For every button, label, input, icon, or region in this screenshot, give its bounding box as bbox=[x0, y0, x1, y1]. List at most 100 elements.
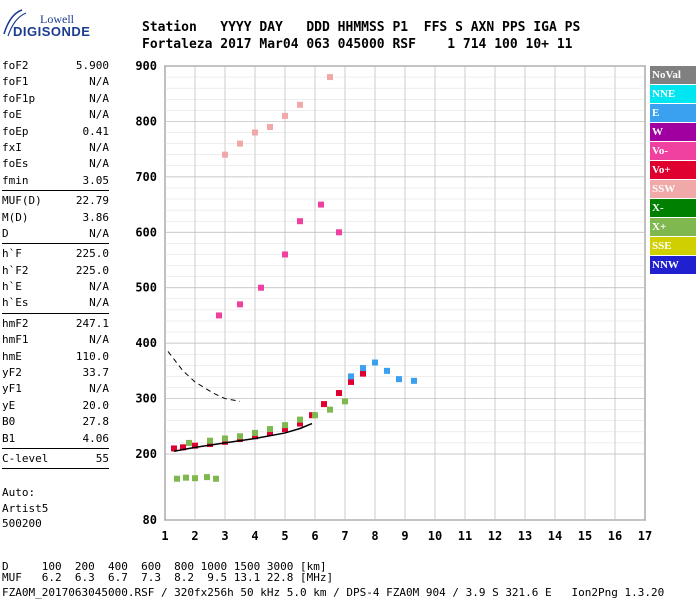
data-point bbox=[252, 433, 258, 440]
param-row: h`F 225.0 bbox=[2, 246, 109, 262]
auto-software: Artist5 bbox=[2, 501, 49, 515]
param-row: B0 27.8 bbox=[2, 414, 109, 430]
param-row: foEp 0.41 bbox=[2, 124, 109, 140]
data-point bbox=[297, 416, 303, 423]
data-point bbox=[237, 140, 243, 147]
footer-distance-row: D 100 200 400 600 800 1000 1500 3000 [km… bbox=[2, 560, 327, 573]
param-row: yF2 33.7 bbox=[2, 365, 109, 381]
x-tick-label: 17 bbox=[638, 529, 652, 543]
data-point bbox=[204, 474, 210, 481]
data-point bbox=[297, 420, 303, 427]
data-point bbox=[252, 429, 258, 436]
data-point bbox=[180, 444, 186, 451]
param-row: fxI N/A bbox=[2, 140, 109, 156]
data-point bbox=[186, 439, 192, 446]
digisonde-logo bbox=[3, 9, 27, 37]
data-point bbox=[348, 373, 354, 380]
footer-file-info: FZA0M_2017063045000.RSF / 320fx256h 50 k… bbox=[2, 586, 665, 599]
param-row: D N/A bbox=[2, 226, 109, 242]
data-point bbox=[282, 251, 288, 258]
y-tick-label: 900 bbox=[135, 59, 157, 73]
param-value: 20.0 bbox=[82, 398, 110, 412]
legend-item: Vo- bbox=[650, 142, 696, 160]
data-point bbox=[360, 365, 366, 372]
data-point bbox=[360, 370, 366, 377]
param-value: 55 bbox=[95, 451, 109, 465]
data-point bbox=[327, 74, 333, 81]
param-name: hmE bbox=[2, 349, 22, 363]
muf-curve bbox=[167, 351, 241, 402]
x-tick-label: 1 bbox=[161, 529, 168, 543]
data-point bbox=[237, 301, 243, 308]
param-value: N/A bbox=[89, 108, 109, 122]
param-row: foF2 5.900 bbox=[2, 58, 109, 74]
data-point bbox=[267, 429, 273, 436]
legend-item: X- bbox=[650, 199, 696, 217]
x-tick-label: 8 bbox=[371, 529, 378, 543]
data-point bbox=[336, 390, 342, 397]
param-group-muf: MUF(D) 22.79 M(D) 3.86 D N/A bbox=[2, 193, 109, 242]
data-point bbox=[183, 474, 189, 481]
param-name: M(D) bbox=[2, 210, 29, 224]
param-row: hmF1 N/A bbox=[2, 332, 109, 348]
param-value: N/A bbox=[89, 226, 109, 240]
x-tick-label: 9 bbox=[401, 529, 408, 543]
param-value: N/A bbox=[89, 333, 109, 347]
data-point bbox=[171, 445, 177, 452]
param-name: fmin bbox=[2, 173, 29, 187]
data-point bbox=[282, 426, 288, 433]
param-value: 110.0 bbox=[75, 349, 109, 363]
param-value: N/A bbox=[89, 280, 109, 294]
param-name: foF1 bbox=[2, 75, 29, 89]
separator bbox=[2, 468, 109, 470]
legend-item: E bbox=[650, 104, 696, 122]
data-point bbox=[312, 412, 318, 419]
data-point bbox=[297, 101, 303, 108]
param-row: B1 4.06 bbox=[2, 431, 109, 447]
profile-curve bbox=[173, 422, 313, 452]
param-value: N/A bbox=[89, 91, 109, 105]
data-point bbox=[411, 377, 417, 384]
param-value: 225.0 bbox=[75, 247, 109, 261]
data-point bbox=[207, 437, 213, 444]
param-row: foE N/A bbox=[2, 107, 109, 123]
param-name: B0 bbox=[2, 415, 16, 429]
param-value: 3.05 bbox=[82, 173, 110, 187]
data-point bbox=[297, 218, 303, 225]
logo-brand-top: Lowell bbox=[40, 12, 74, 26]
param-row: hmE 110.0 bbox=[2, 349, 109, 365]
param-name: h`F bbox=[2, 247, 22, 261]
x-tick-label: 2 bbox=[191, 529, 198, 543]
param-row: M(D) 3.86 bbox=[2, 210, 109, 226]
param-row: MUF(D) 22.79 bbox=[2, 193, 109, 209]
param-value: 0.41 bbox=[82, 124, 110, 138]
param-value: 4.06 bbox=[82, 431, 110, 445]
param-name: yE bbox=[2, 398, 16, 412]
param-name: B1 bbox=[2, 431, 16, 445]
data-point bbox=[396, 376, 402, 383]
param-name: foF2 bbox=[2, 59, 29, 72]
auto-label: Auto: bbox=[2, 486, 36, 499]
param-value: N/A bbox=[89, 75, 109, 89]
param-row: foF1 N/A bbox=[2, 74, 109, 90]
param-row: foEs N/A bbox=[2, 156, 109, 172]
param-name: hmF2 bbox=[2, 316, 29, 330]
param-name: h`F2 bbox=[2, 263, 29, 277]
x-tick-label: 4 bbox=[251, 529, 258, 543]
y-tick-label: 80 bbox=[143, 513, 157, 527]
param-row: h`Es N/A bbox=[2, 295, 109, 311]
direction-legend: NoVal NNE E W Vo- Vo+ SSW X- X+ SSE NNW bbox=[650, 66, 696, 275]
param-value: 3.86 bbox=[82, 210, 110, 224]
data-point bbox=[267, 123, 273, 130]
param-row: yE 20.0 bbox=[2, 398, 109, 414]
data-point bbox=[258, 284, 264, 291]
data-point bbox=[222, 151, 228, 158]
autoscaling-info: Auto: Artist5 500200 bbox=[2, 485, 48, 532]
param-value: N/A bbox=[89, 382, 109, 396]
param-name: yF2 bbox=[2, 366, 22, 380]
param-value: 247.1 bbox=[75, 316, 109, 330]
data-point bbox=[282, 422, 288, 429]
y-tick-label: 400 bbox=[135, 336, 157, 350]
x-tick-label: 13 bbox=[518, 529, 532, 543]
logo-brand-main: DIGISONDE bbox=[13, 24, 91, 39]
